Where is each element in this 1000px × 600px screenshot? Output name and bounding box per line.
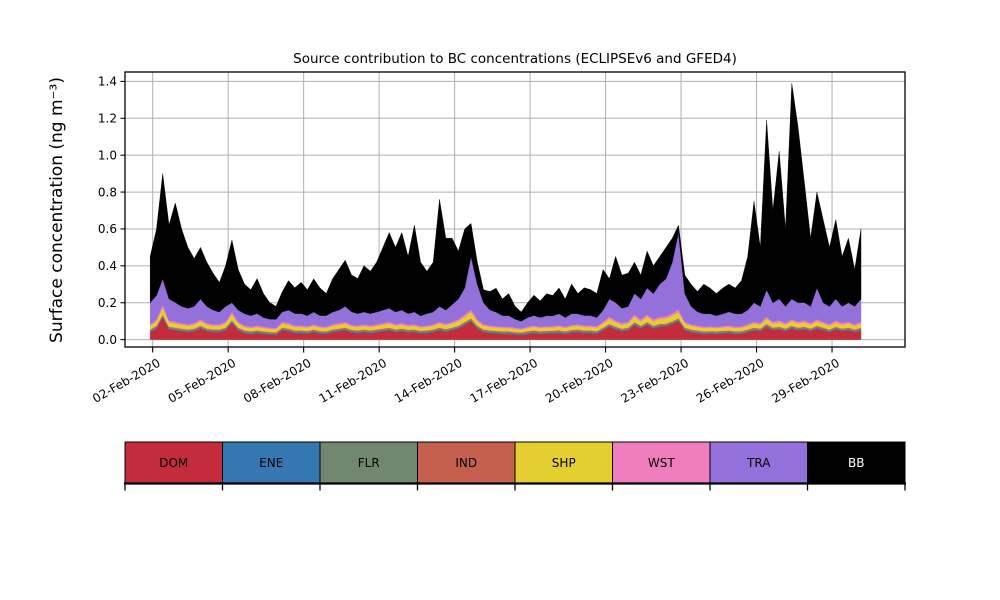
svg-text:26-Feb-2020: 26-Feb-2020: [694, 356, 767, 406]
legend-label-flr: FLR: [358, 456, 380, 470]
x-tick-label: 11-Feb-2020: [317, 356, 390, 406]
legend-label-ind: IND: [455, 456, 477, 470]
y-tick-label: 0.8: [98, 185, 117, 199]
y-axis-label: Surface concentration (ng m⁻³): [47, 77, 67, 343]
svg-text:08-Feb-2020: 08-Feb-2020: [241, 356, 314, 406]
x-tick-label: 02-Feb-2020: [90, 356, 163, 406]
y-tick-label: 1.0: [98, 148, 117, 162]
svg-text:20-Feb-2020: 20-Feb-2020: [543, 356, 616, 406]
svg-text:23-Feb-2020: 23-Feb-2020: [619, 356, 692, 406]
x-tick-label: 08-Feb-2020: [241, 356, 314, 406]
svg-text:17-Feb-2020: 17-Feb-2020: [468, 356, 541, 406]
x-tick-label: 26-Feb-2020: [694, 356, 767, 406]
legend-item-tra: TRA: [709, 441, 808, 484]
legend-label-dom: DOM: [159, 456, 188, 470]
svg-text:14-Feb-2020: 14-Feb-2020: [392, 356, 465, 406]
x-tick-label: 17-Feb-2020: [468, 356, 541, 406]
x-tick-label: 23-Feb-2020: [619, 356, 692, 406]
svg-text:05-Feb-2020: 05-Feb-2020: [166, 356, 239, 406]
legend-label-tra: TRA: [746, 456, 771, 470]
legend: DOM ENE FLR IND SHP WST: [124, 441, 906, 491]
svg-text:29-Feb-2020: 29-Feb-2020: [769, 356, 842, 406]
legend-label-ene: ENE: [259, 456, 283, 470]
svg-text:02-Feb-2020: 02-Feb-2020: [90, 356, 163, 406]
legend-swatch-ind: [417, 441, 516, 484]
y-tick-label: 0.6: [98, 222, 117, 236]
legend-label-wst: WST: [648, 456, 675, 470]
legend-swatch-tra: [709, 441, 808, 484]
stacked-area-bands: [150, 83, 862, 340]
y-tick-label: 0.0: [98, 333, 117, 347]
legend-item-bb: BB: [807, 441, 906, 484]
x-tick-label: 29-Feb-2020: [769, 356, 842, 406]
legend-item-ene: ENE: [222, 441, 321, 484]
svg-text:11-Feb-2020: 11-Feb-2020: [317, 356, 390, 406]
legend-axis: [124, 482, 906, 491]
legend-swatch-dom: [124, 441, 223, 484]
y-tick-label: 1.2: [98, 111, 117, 125]
y-tick-label: 0.4: [98, 259, 117, 273]
chart-title: Source contribution to BC concentrations…: [293, 51, 737, 67]
legend-swatch-flr: [319, 441, 418, 484]
legend-item-dom: DOM: [124, 441, 223, 484]
x-tick-label: 05-Feb-2020: [166, 356, 239, 406]
legend-swatch-ene: [222, 441, 321, 484]
x-tick-label: 20-Feb-2020: [543, 356, 616, 406]
legend-item-wst: WST: [612, 441, 711, 484]
y-tick-label: 0.2: [98, 296, 117, 310]
legend-swatch-wst: [612, 441, 711, 484]
plot-border: [124, 71, 906, 348]
band-bb: [150, 83, 862, 322]
legend-label-bb: BB: [848, 456, 864, 470]
legend-label-shp: SHP: [552, 456, 576, 470]
y-tick-label: 1.4: [98, 75, 117, 89]
legend-item-flr: FLR: [319, 441, 418, 484]
x-tick-label: 14-Feb-2020: [392, 356, 465, 406]
legend-item-shp: SHP: [514, 441, 613, 484]
legend-item-ind: IND: [417, 441, 516, 484]
